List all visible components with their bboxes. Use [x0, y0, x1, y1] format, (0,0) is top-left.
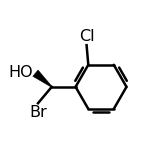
Text: HO: HO [8, 65, 33, 80]
Polygon shape [33, 70, 52, 87]
Text: Br: Br [29, 105, 47, 120]
Text: Cl: Cl [79, 29, 94, 44]
